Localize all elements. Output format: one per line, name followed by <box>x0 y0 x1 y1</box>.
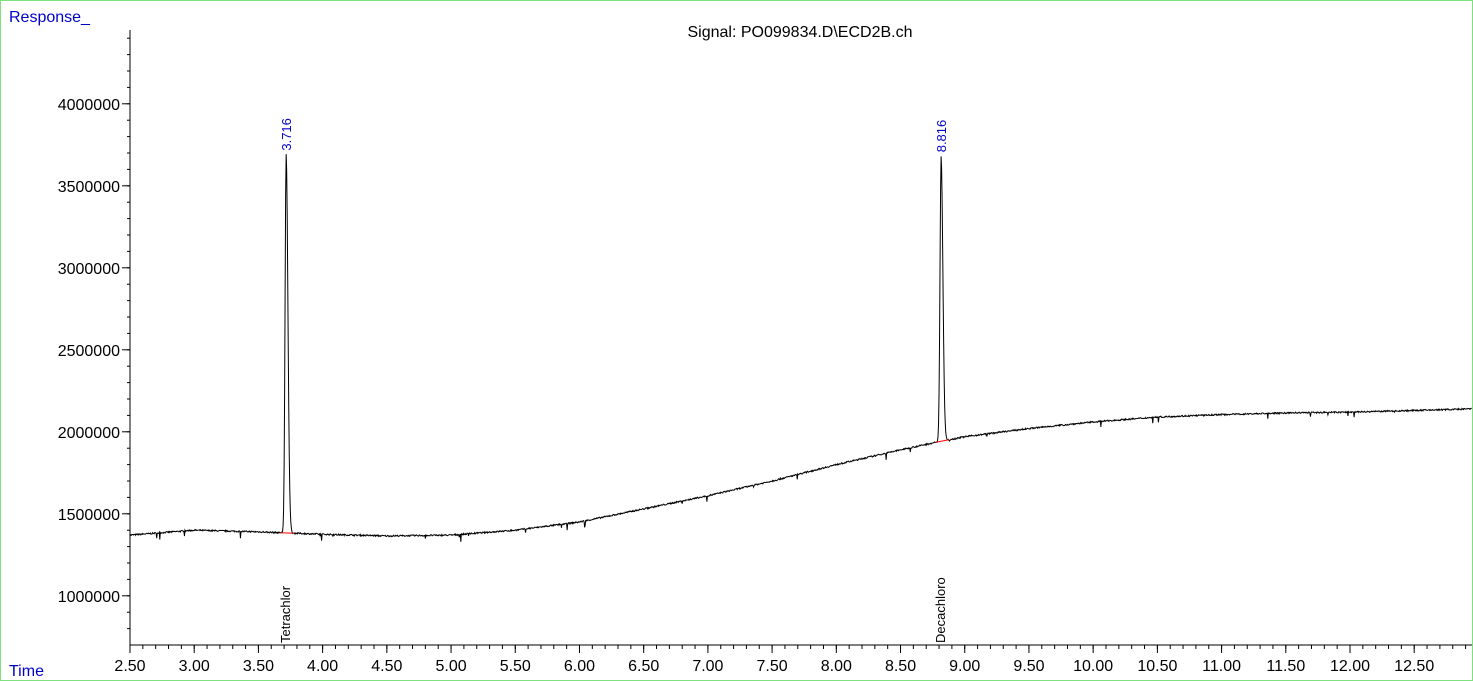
y-tick-label: 2000000 <box>58 425 120 442</box>
x-tick-label: 6.50 <box>628 658 659 675</box>
peaks: 3.716 Tetrachlor 8.816 Decachloro <box>278 118 949 643</box>
x-tick-label: 7.00 <box>692 658 723 675</box>
chart-title: Signal: PO099834.D\ECD2B.ch <box>687 24 912 41</box>
peak-baseline <box>935 439 949 443</box>
peak-retention-time: 8.816 <box>934 120 949 153</box>
y-tick-label: 3000000 <box>58 261 120 278</box>
y-tick-label: 2500000 <box>58 343 120 360</box>
x-tick-label: 11.50 <box>1266 658 1305 675</box>
signal-trace <box>129 154 1472 542</box>
trace-line <box>129 154 1472 542</box>
y-tick-label: 4000000 <box>58 97 120 114</box>
x-tick-label: 2.50 <box>114 658 145 675</box>
x-tick-label: 5.00 <box>435 658 466 675</box>
y-tick-label: 3500000 <box>58 179 120 196</box>
peak-retention-time: 3.716 <box>279 118 294 151</box>
x-tick-label: 6.00 <box>564 658 595 675</box>
x-tick-label: 4.00 <box>307 658 338 675</box>
x-tick-label: 4.50 <box>371 658 402 675</box>
y-tick-label: 1000000 <box>58 589 120 606</box>
x-tick-label: 9.50 <box>1013 658 1044 675</box>
x-tick-label: 7.50 <box>757 658 788 675</box>
x-tick-label: 8.50 <box>885 658 916 675</box>
x-tick-label: 10.50 <box>1137 658 1177 675</box>
x-tick-label: 10.00 <box>1073 658 1113 675</box>
x-tick-label: 3.00 <box>179 658 210 675</box>
axes: 1000000 1500000 2000000 2500000 3000000 35000… <box>58 30 1472 675</box>
x-tick-label: 8.00 <box>821 658 852 675</box>
x-tick-label: 9.00 <box>949 658 980 675</box>
x-axis-label: Time <box>9 663 44 680</box>
y-tick-label: 1500000 <box>58 507 120 524</box>
peak-compound-name: Decachloro <box>933 577 948 643</box>
x-tick-label: 11.00 <box>1202 658 1241 675</box>
x-tick-label: 5.50 <box>500 658 531 675</box>
x-tick-label: 12.50 <box>1394 658 1434 675</box>
peak-compound-name: Tetrachlor <box>278 585 293 643</box>
x-tick-label: 12.00 <box>1330 658 1370 675</box>
x-tick-label: 3.50 <box>243 658 274 675</box>
y-axis-label: Response_ <box>9 9 91 26</box>
